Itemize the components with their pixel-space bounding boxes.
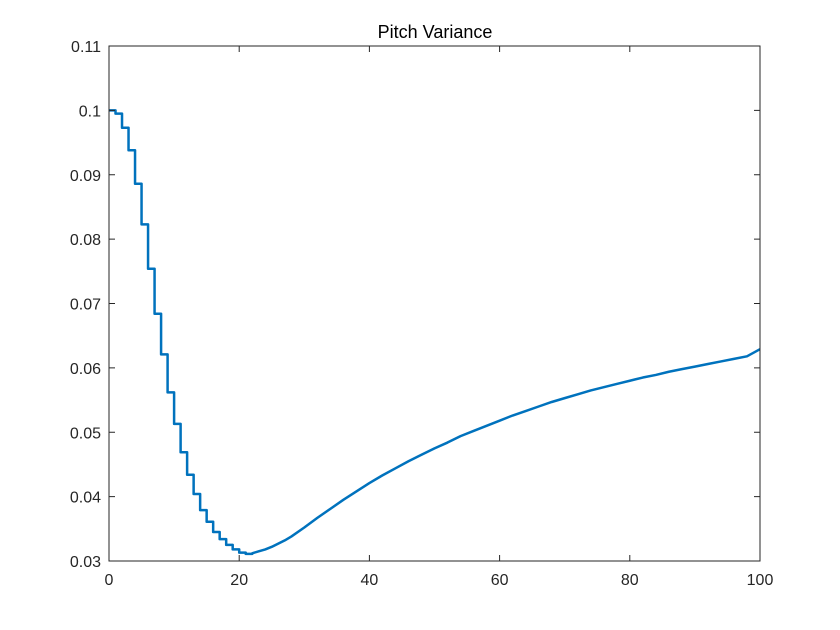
- y-tick-label: 0.09: [70, 168, 101, 185]
- x-tick-label: 60: [491, 572, 509, 589]
- y-tick-label: 0.04: [70, 490, 101, 507]
- x-tick-label: 100: [747, 572, 774, 589]
- y-tick-label: 0.06: [70, 361, 101, 378]
- chart-title: Pitch Variance: [378, 22, 493, 42]
- y-tick-label: 0.1: [79, 103, 101, 120]
- y-tick-label: 0.05: [70, 425, 101, 442]
- x-tick-label: 0: [105, 572, 114, 589]
- y-tick-label: 0.11: [71, 39, 101, 56]
- x-tick-label: 20: [230, 572, 248, 589]
- series-line: [109, 109, 761, 556]
- plot-area: 0 20 40 60 80 100 0.03 0.04 0.05 0.06 0.07 0.08 0.09…: [70, 39, 774, 589]
- y-tick-label: 0.08: [70, 232, 101, 249]
- x-tick-label: 80: [621, 572, 639, 589]
- x-tick-label: 40: [361, 572, 379, 589]
- y-tick-label: 0.03: [70, 554, 101, 571]
- y-tick-label: 0.07: [70, 297, 101, 314]
